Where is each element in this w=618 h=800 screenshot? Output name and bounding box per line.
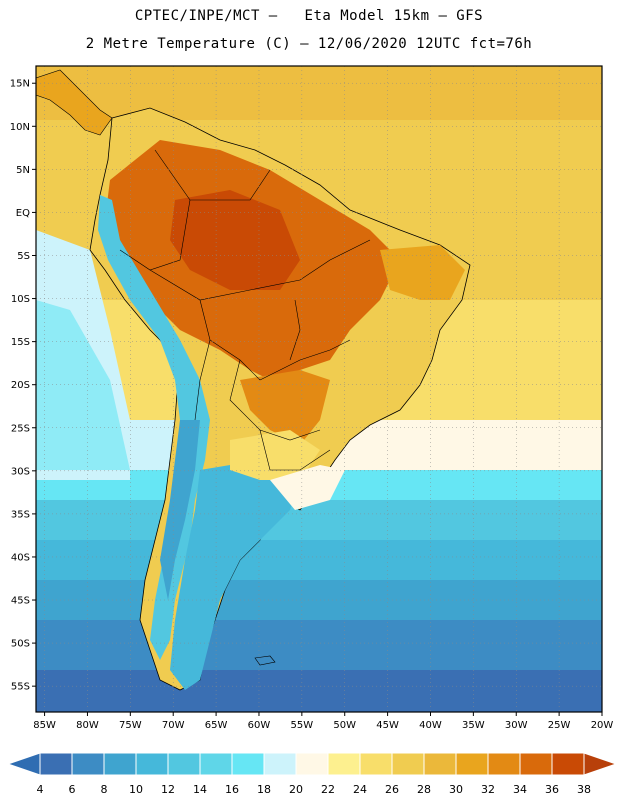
lon-tick-label: 60W: [248, 720, 271, 731]
temperature-field: [36, 66, 602, 712]
colorbar-label: 14: [193, 783, 207, 796]
central-america: [36, 69, 113, 136]
colorbar-label: 10: [129, 783, 143, 796]
amazon-hottest-core: [170, 190, 300, 290]
colorbar-under-arrow: [6, 752, 41, 776]
patagonia-cool: [170, 460, 300, 690]
colorbar-label: 38: [577, 783, 591, 796]
northeast-brazil-warm: [380, 245, 465, 300]
pacific-cold-current: [36, 300, 130, 470]
longitude-axis: 85W 80W 75W 70W 65W 60W 55W 50W 45W 40W 35W 30W 25W 2…: [33, 712, 613, 731]
colorbar-over-arrow: [583, 752, 618, 776]
map-frame: [35, 65, 603, 713]
chart-subtitle: 2 Metre Temperature (C) – 12/06/2020 12U…: [85, 36, 533, 52]
colorbar-swatch: [167, 752, 201, 776]
colorbar-label: 32: [481, 783, 495, 796]
lat-tick-label: EQ: [16, 208, 30, 219]
lat-tick-label: 40S: [11, 552, 30, 563]
colorbar-swatch: [423, 752, 457, 776]
ocean-band-14: [36, 500, 602, 540]
chart-title: CPTEC/INPE/MCT – Eta Model 15km – GFS: [134, 8, 484, 24]
lat-tick-label: 5N: [16, 165, 30, 176]
colorbar-label: 24: [353, 783, 367, 796]
colorbar-swatch: [295, 752, 329, 776]
lat-tick-label: 20S: [11, 380, 30, 391]
colorbar-label: 6: [69, 783, 76, 796]
colorbar-label: 30: [449, 783, 463, 796]
country-borders: [119, 149, 371, 471]
colorbar-swatch: [39, 752, 73, 776]
colorbar-label: 20: [289, 783, 303, 796]
ocean-band-8: [36, 620, 602, 670]
lon-tick-label: 25W: [548, 720, 571, 731]
lon-tick-label: 80W: [76, 720, 99, 731]
lat-tick-label: 50S: [11, 639, 30, 650]
colorbar-label: 4: [37, 783, 44, 796]
colorbar-swatch: [231, 752, 265, 776]
colorbar-swatch: [359, 752, 393, 776]
lon-tick-label: 30W: [505, 720, 528, 731]
colorbar-label: 28: [417, 783, 431, 796]
pampa-mild: [230, 430, 320, 480]
lat-tick-label: 10N: [10, 122, 30, 133]
colorbar-label: 36: [545, 783, 559, 796]
caribbean-warm: [36, 66, 602, 120]
colorbar-label: 16: [225, 783, 239, 796]
lon-tick-label: 45W: [376, 720, 399, 731]
colorbar-label: 18: [257, 783, 271, 796]
colorbar: 4 6 8 10 12 14 16 18 20 22 24 26 28 30 32 34 36 38: [6, 752, 618, 796]
colorbar-swatch: [199, 752, 233, 776]
lon-tick-label: 85W: [33, 720, 56, 731]
colorbar-swatch: [487, 752, 521, 776]
falkland-islands: [254, 655, 276, 666]
andes-cold-ribbon: [98, 195, 210, 660]
latitude-axis: 15N 10N 5N EQ 5S 10S 15S 20S 25S 30S 35S 40S 45S 50S 5…: [10, 79, 36, 693]
colorbar-swatch: [391, 752, 425, 776]
lon-tick-label: 20W: [591, 720, 614, 731]
colorbar-label: 22: [321, 783, 335, 796]
colorbar-swatch: [551, 752, 585, 776]
colorbar-label: 26: [385, 783, 399, 796]
lat-tick-label: 15S: [11, 337, 30, 348]
lon-tick-label: 40W: [419, 720, 442, 731]
lon-tick-label: 75W: [119, 720, 142, 731]
colorbar-label: 12: [161, 783, 175, 796]
andes-coldest: [160, 420, 200, 600]
colorbar-swatch: [455, 752, 489, 776]
lon-tick-label: 55W: [291, 720, 314, 731]
uruguay-cool: [270, 465, 345, 510]
colorbar-label: 34: [513, 783, 527, 796]
lat-tick-label: 45S: [11, 596, 30, 607]
ocean-band-6: [36, 670, 602, 712]
colorbar-swatch: [327, 752, 361, 776]
lon-tick-label: 50W: [333, 720, 356, 731]
colorbar-swatch: [263, 752, 297, 776]
lat-tick-label: 15N: [10, 79, 30, 90]
lat-tick-label: 5S: [17, 251, 30, 262]
lat-tick-label: 30S: [11, 466, 30, 477]
colorbar-swatch: [103, 752, 137, 776]
ocean-band-12: [36, 540, 602, 580]
lon-tick-label: 65W: [205, 720, 228, 731]
colorbar-swatch: [519, 752, 553, 776]
parana-warm-region: [240, 370, 330, 445]
lon-tick-label: 70W: [162, 720, 185, 731]
lat-tick-label: 55S: [11, 682, 30, 693]
colorbar-swatch: [71, 752, 105, 776]
lon-tick-label: 35W: [462, 720, 485, 731]
colorbar-label: 8: [101, 783, 108, 796]
colorbar-swatch: [135, 752, 169, 776]
lat-tick-label: 35S: [11, 509, 30, 520]
lat-tick-label: 10S: [11, 294, 30, 305]
lat-tick-label: 25S: [11, 423, 30, 434]
